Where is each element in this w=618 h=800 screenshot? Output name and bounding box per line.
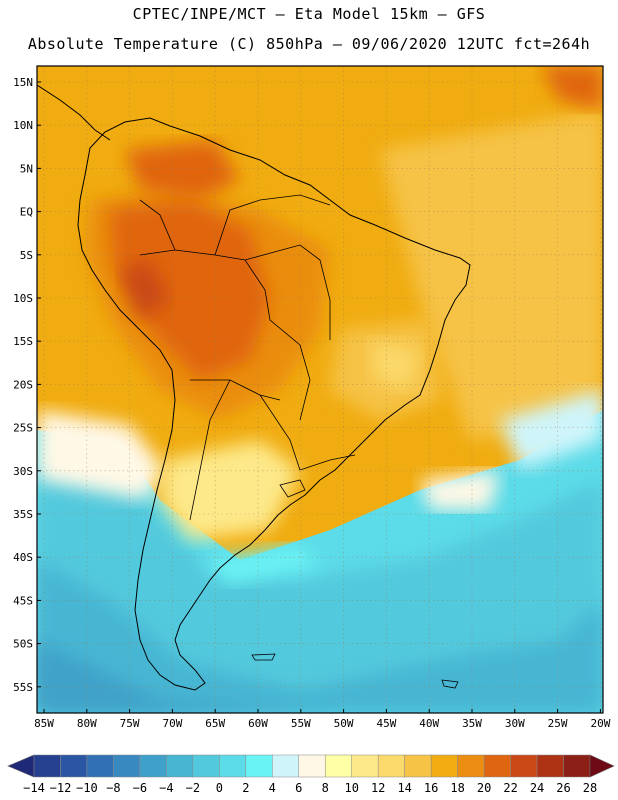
colorbar-segment <box>430 754 458 778</box>
colorbar-segment <box>139 754 167 778</box>
colorbar-segment <box>192 754 220 778</box>
colorbar-label: −10 <box>76 781 98 795</box>
colorbar-label: 22 <box>503 781 517 795</box>
colorbar-label: 14 <box>397 781 411 795</box>
colorbar-segment <box>219 754 247 778</box>
colorbar-segment <box>563 754 591 778</box>
colorbar-label: −14 <box>23 781 45 795</box>
colorbar-segment <box>60 754 88 778</box>
colorbar-label: −4 <box>159 781 173 795</box>
lat-label-5S: 5S <box>20 249 33 262</box>
lon-label-60W: 60W <box>248 717 268 730</box>
lon-label-65W: 65W <box>205 717 225 730</box>
colorbar-label: 4 <box>269 781 276 795</box>
colorbar-label: 10 <box>344 781 358 795</box>
lat-label-40S: 40S <box>13 551 33 564</box>
lon-label-50W: 50W <box>334 717 354 730</box>
colorbar-label: −2 <box>186 781 200 795</box>
map-title-line2: Absolute Temperature (C) 850hPa – 09/06/… <box>27 35 591 53</box>
map-title-line1: CPTEC/INPE/MCT – Eta Model 15km – GFS <box>132 5 486 23</box>
lat-label-10S: 10S <box>13 292 33 305</box>
lat-label-EQ: EQ <box>20 206 33 219</box>
lon-label-75W: 75W <box>120 717 140 730</box>
longitude-labels: 85W 80W 75W 70W 65W 60W 55W 50W 45W 40W 35W 30W 25W 2… <box>34 709 611 730</box>
lat-label-15N: 15N <box>13 76 33 89</box>
colorbar-min-arrow <box>7 754 35 778</box>
colorbar-segment <box>33 754 61 778</box>
colorbar: −14 −12 −10 −8 −6 −4 −2 0 2 4 6 8 10 12 14 16 18 20 22 24 26… <box>7 754 615 795</box>
lon-label-20W: 20W <box>590 717 610 730</box>
lat-label-35S: 35S <box>13 508 33 521</box>
colorbar-label: 28 <box>583 781 597 795</box>
lat-label-10N: 10N <box>13 119 33 132</box>
colorbar-segment <box>377 754 405 778</box>
colorbar-segment <box>86 754 114 778</box>
colorbar-segment <box>457 754 485 778</box>
lon-label-45W: 45W <box>376 717 396 730</box>
colorbar-label: 2 <box>242 781 249 795</box>
lon-label-55W: 55W <box>291 717 311 730</box>
colorbar-label: 0 <box>216 781 223 795</box>
colorbar-segment <box>536 754 564 778</box>
lon-label-40W: 40W <box>419 717 439 730</box>
map-frame <box>36 65 604 714</box>
colorbar-segment <box>298 754 326 778</box>
colorbar-label: −6 <box>133 781 147 795</box>
lat-label-5N: 5N <box>20 162 33 175</box>
colorbar-label: 24 <box>530 781 544 795</box>
lon-label-80W: 80W <box>77 717 97 730</box>
colorbar-segment <box>272 754 300 778</box>
lon-label-85W: 85W <box>34 717 54 730</box>
colorbar-segment <box>351 754 379 778</box>
lat-label-20S: 20S <box>13 378 33 391</box>
colorbar-label: 12 <box>371 781 385 795</box>
lat-label-55S: 55S <box>13 681 33 694</box>
colorbar-label: 6 <box>295 781 302 795</box>
colorbar-segment <box>404 754 432 778</box>
colorbar-segment <box>166 754 194 778</box>
colorbar-label: −12 <box>50 781 72 795</box>
lat-label-45S: 45S <box>13 594 33 607</box>
colorbar-max-arrow <box>589 754 615 778</box>
colorbar-segment <box>324 754 352 778</box>
lon-label-30W: 30W <box>505 717 525 730</box>
south-america-coastline <box>77 117 471 691</box>
lat-label-15S: 15S <box>13 335 33 348</box>
country-borders <box>139 194 356 521</box>
latitude-labels: 15N 10N 5N EQ 5S 10S 15S 20S 25S 30S 35S 40S 45S 50S 5… <box>13 76 41 694</box>
lat-label-30S: 30S <box>13 465 33 478</box>
colorbar-label: 20 <box>477 781 491 795</box>
colorbar-segment <box>483 754 511 778</box>
lon-label-25W: 25W <box>548 717 568 730</box>
lat-label-25S: 25S <box>13 422 33 435</box>
colorbar-segment <box>510 754 538 778</box>
lon-label-70W: 70W <box>162 717 182 730</box>
colorbar-label: −8 <box>106 781 120 795</box>
lat-label-50S: 50S <box>13 638 33 651</box>
colorbar-label: 16 <box>424 781 438 795</box>
temperature-field <box>37 66 603 713</box>
colorbar-label: 26 <box>556 781 570 795</box>
colorbar-label: 8 <box>322 781 329 795</box>
colorbar-label: 18 <box>450 781 464 795</box>
central-america <box>37 84 111 141</box>
colorbar-segment <box>113 754 141 778</box>
colorbar-segment <box>245 754 273 778</box>
lon-label-35W: 35W <box>462 717 482 730</box>
